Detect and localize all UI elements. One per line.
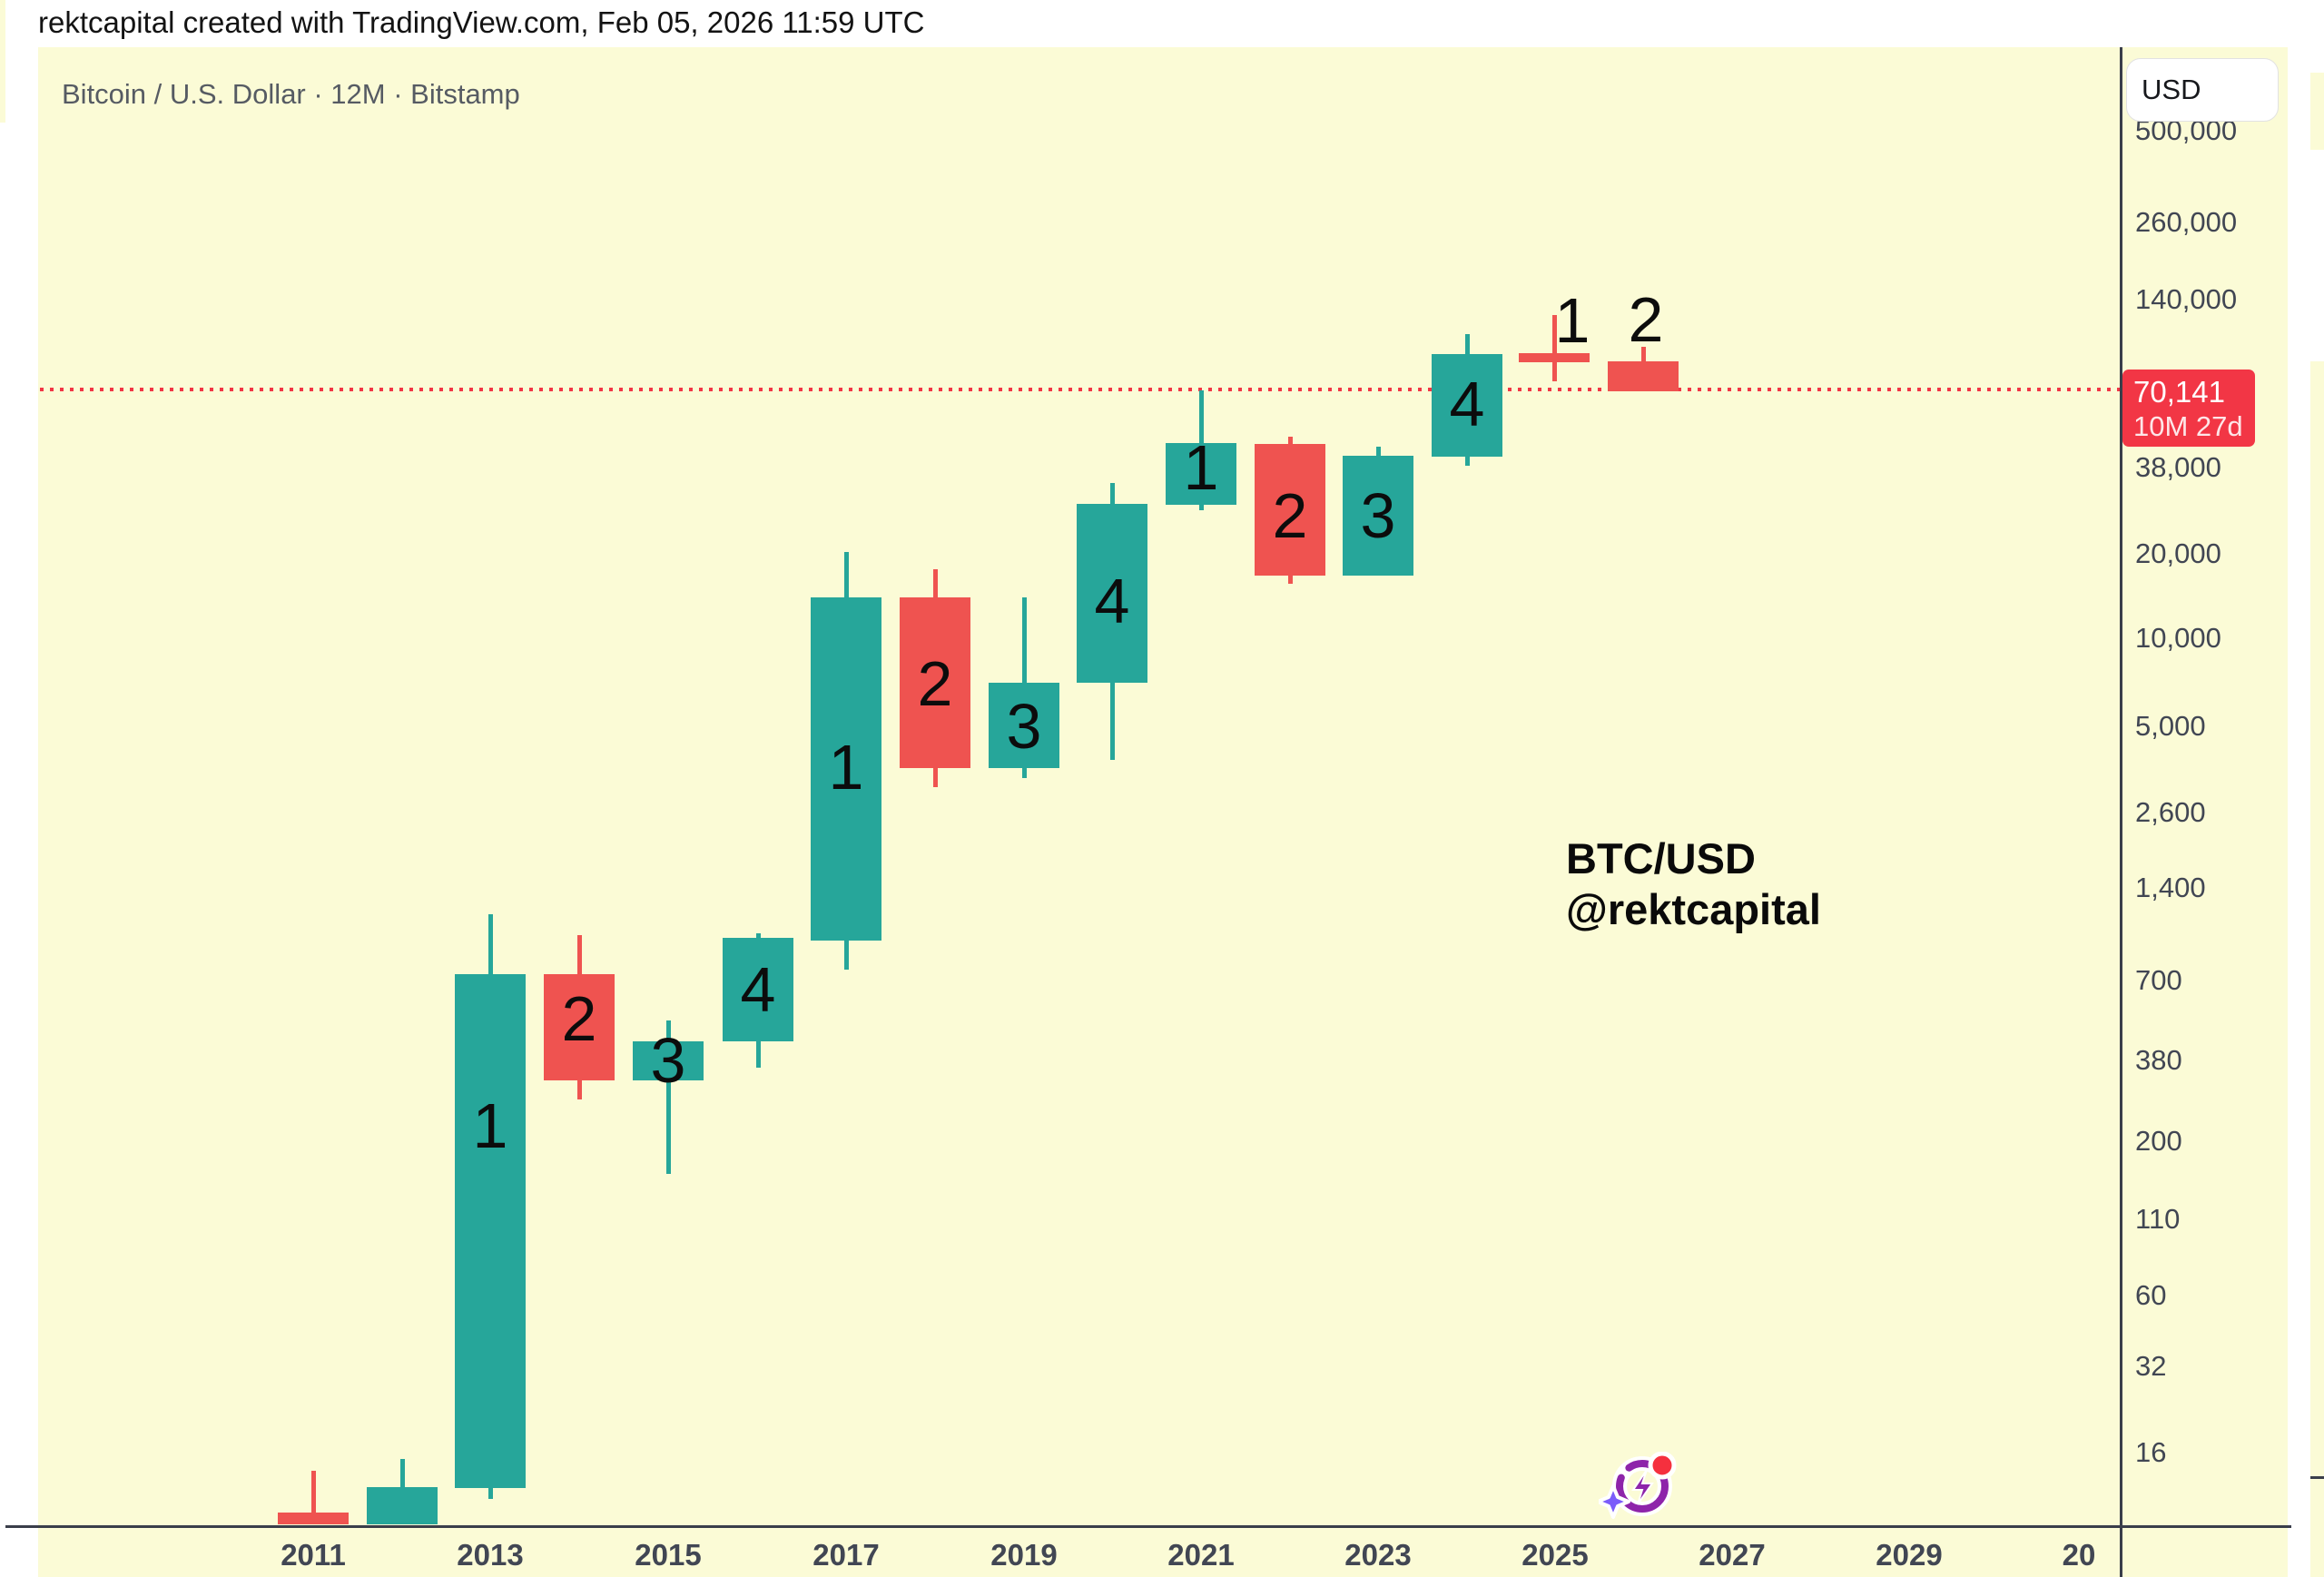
year-tick-label: 2017 (812, 1538, 880, 1572)
candle-body-2014 (544, 974, 615, 1080)
year-tick-label: 20 (2062, 1538, 2096, 1572)
price-tick-label: 16 (2135, 1436, 2167, 1468)
symbol-title: Bitcoin / U.S. Dollar · 12M · Bitstamp (62, 78, 520, 110)
candle-body-2024 (1432, 354, 1502, 457)
year-tick-label: 2029 (1876, 1538, 1943, 1572)
bar-countdown: 10M 27d (2133, 409, 2243, 442)
cycle-year-label-2026: 2 (1628, 284, 1664, 355)
axis-line-horizontal (5, 1525, 2291, 1528)
current-price-line (40, 388, 2120, 391)
candle-wick-2015 (666, 1020, 671, 1174)
candle-body-2016 (723, 938, 793, 1041)
cycle-year-label-2018: 2 (917, 648, 953, 719)
candle-wick-2011 (311, 1471, 316, 1524)
attribution-bar: rektcapital created with TradingView.com… (0, 0, 2324, 47)
candle-wick-2025 (1552, 315, 1557, 381)
cycle-year-label-2019: 3 (1006, 691, 1042, 762)
cycle-year-label-2014: 2 (561, 983, 597, 1054)
axis-divider-vertical (2120, 47, 2122, 1577)
right-edge-axis-mark (2310, 1476, 2324, 1479)
right-edge-strip (2310, 73, 2324, 150)
price-tick-label: 700 (2135, 964, 2182, 996)
currency-toggle-button[interactable]: USD (2126, 58, 2279, 122)
watermark-symbol: BTC/USD (1566, 834, 1756, 882)
cycle-year-label-2015: 3 (650, 1025, 686, 1096)
price-tick-label: 60 (2135, 1279, 2167, 1311)
right-gutter (2288, 47, 2310, 1577)
candle-body-2013 (455, 974, 526, 1488)
year-tick-label: 2021 (1167, 1538, 1235, 1572)
candle-body-2022 (1255, 444, 1325, 576)
candle-body-2025 (1519, 353, 1590, 362)
price-tick-label: 5,000 (2135, 710, 2206, 742)
left-edge-strip (0, 0, 5, 123)
candle-body-2012 (367, 1487, 438, 1524)
current-price-badge: 70,141 10M 27d (2122, 370, 2255, 447)
cycle-year-label-2016: 4 (740, 954, 776, 1025)
candle-body-2020 (1077, 504, 1147, 683)
year-tick-label: 2025 (1521, 1538, 1589, 1572)
price-axis[interactable] (2122, 47, 2288, 1577)
watermark-handle: @rektcapital (1566, 885, 1821, 933)
cycle-year-label-2025: 1 (1554, 285, 1590, 356)
price-tick-label: 38,000 (2135, 451, 2221, 483)
candle-body-2011 (278, 1513, 349, 1524)
watermark: BTC/USD @rektcapital (1566, 833, 1821, 935)
chart-pane[interactable] (38, 47, 2121, 1577)
price-tick-label: 1,400 (2135, 872, 2206, 903)
cycle-year-label-2024: 4 (1449, 369, 1485, 439)
candle-body-2019 (989, 683, 1059, 768)
year-tick-label: 2023 (1344, 1538, 1412, 1572)
price-tick-label: 2,600 (2135, 796, 2206, 828)
cycle-year-label-2013: 1 (472, 1090, 508, 1161)
price-tick-label: 260,000 (2135, 206, 2238, 238)
cycle-year-label-2023: 3 (1360, 480, 1396, 551)
right-edge-strip (2310, 361, 2324, 1577)
cycle-year-label-2020: 4 (1094, 566, 1130, 636)
candle-wick-2026 (1641, 347, 1646, 361)
price-tick-label: 200 (2135, 1125, 2182, 1157)
cycle-year-label-2021: 1 (1183, 432, 1219, 503)
candle-body-2021 (1166, 443, 1236, 505)
candle-body-2026 (1608, 361, 1679, 391)
year-tick-label: 2011 (281, 1538, 346, 1572)
candle-body-2015 (633, 1041, 704, 1080)
price-tick-label: 10,000 (2135, 622, 2221, 654)
candle-body-2023 (1343, 456, 1413, 576)
attribution-text: rektcapital created with TradingView.com… (38, 5, 925, 39)
year-tick-label: 2027 (1699, 1538, 1766, 1572)
year-tick-label: 2019 (990, 1538, 1058, 1572)
price-tick-label: 140,000 (2135, 283, 2238, 315)
current-price-value: 70,141 (2133, 374, 2225, 409)
cycle-year-label-2022: 2 (1272, 480, 1308, 551)
price-tick-label: 380 (2135, 1044, 2182, 1076)
currency-toggle-label: USD (2142, 74, 2201, 105)
tradingview-logo-icon[interactable] (1596, 1451, 1679, 1527)
year-tick-label: 2013 (457, 1538, 524, 1572)
candle-body-2017 (811, 597, 881, 941)
cycle-year-label-2017: 1 (828, 732, 864, 803)
price-tick-label: 20,000 (2135, 537, 2221, 569)
candle-body-2018 (900, 597, 970, 768)
year-tick-label: 2015 (635, 1538, 702, 1572)
price-tick-label: 32 (2135, 1350, 2167, 1382)
price-tick-label: 110 (2135, 1203, 2181, 1235)
